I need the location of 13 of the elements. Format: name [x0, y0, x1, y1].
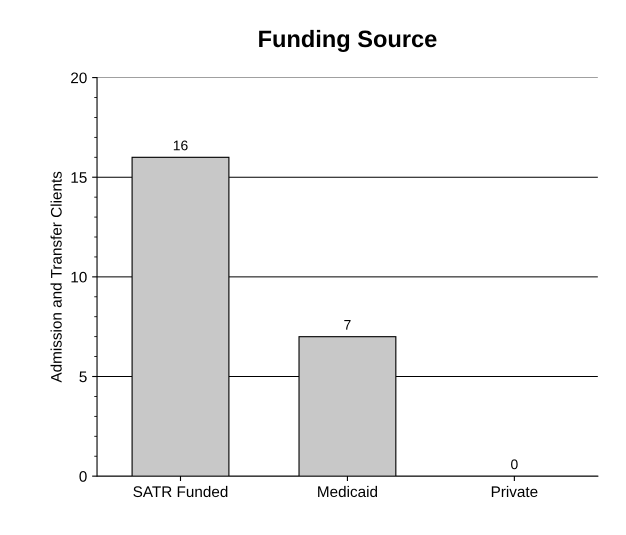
y-tick-label: 0 — [79, 471, 87, 482]
data-label: 16 — [174, 140, 188, 150]
y-axis-title: Admission and Transfer Clients — [50, 172, 62, 383]
x-tick-label: Private — [492, 486, 538, 498]
data-label: 0 — [511, 459, 518, 470]
data-label: 7 — [344, 320, 351, 330]
y-tick-label: 15 — [71, 172, 87, 183]
chart-title: Funding Source — [259, 30, 436, 52]
x-tick-label: Medicaid — [318, 486, 378, 498]
y-tick-label: 20 — [71, 72, 87, 84]
y-tick-label: 10 — [71, 272, 87, 283]
x-tick-label: SATR Funded — [133, 486, 228, 498]
y-tick-label: 5 — [79, 372, 87, 382]
